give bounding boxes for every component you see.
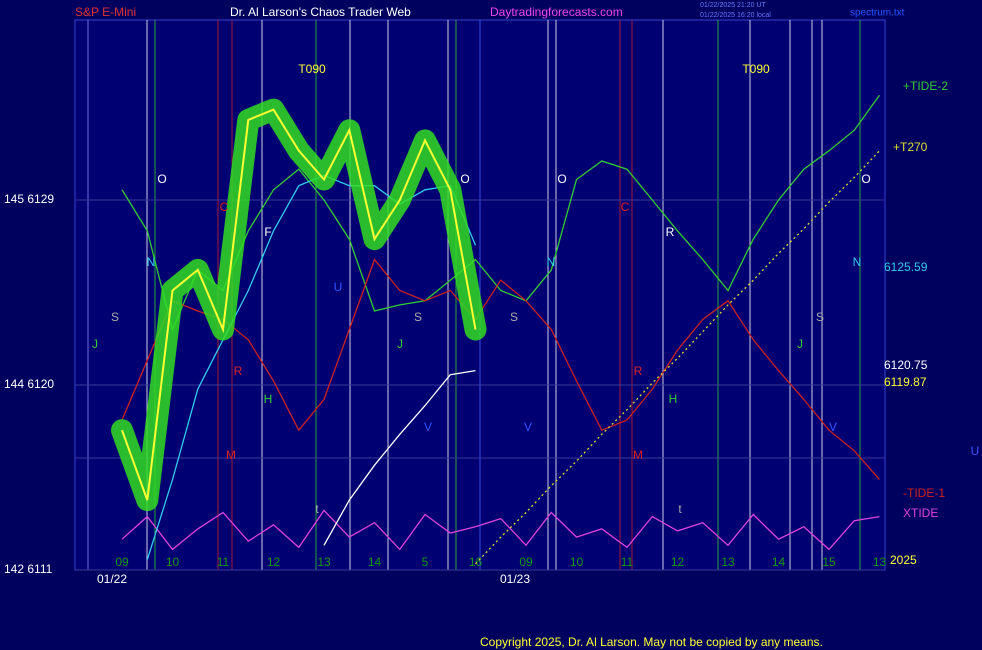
cycle-annotation: N [547, 255, 556, 269]
date-label: 01/23 [500, 572, 530, 586]
cycle-annotation: R [634, 364, 643, 378]
cycle-annotation: T090 [298, 62, 326, 76]
cycle-annotation: R [234, 364, 243, 378]
x-tick-label: 11 [621, 555, 634, 569]
x-tick-label: 10 [570, 555, 584, 569]
series-line [121, 258, 880, 481]
instrument: S&P E-Mini [75, 5, 136, 19]
copyright: Copyright 2025, Dr. Al Larson. May not b… [480, 635, 823, 649]
x-tick-label: 13 [873, 555, 887, 569]
cycle-annotation: J [797, 337, 803, 351]
cycle-annotation: U [334, 280, 343, 294]
cycle-annotation: R [666, 225, 675, 239]
series-label: +TIDE-2 [903, 79, 948, 93]
date-label: 01/22 [97, 572, 127, 586]
series-label: -TIDE-1 [903, 486, 945, 500]
cycle-annotation: N [853, 255, 862, 269]
file-name: spectrum.txt [850, 8, 905, 19]
series-line [121, 94, 881, 332]
year-label: 2025 [890, 553, 917, 567]
timestamp: 01/22/2025 16:20 local [700, 12, 771, 19]
x-tick-label: 15 [822, 555, 836, 569]
cycle-annotation: O [557, 172, 566, 186]
cycle-annotation: O [157, 172, 166, 186]
series-line [121, 108, 477, 501]
cycle-annotation: C [220, 200, 229, 214]
x-tick-label: 10 [166, 555, 180, 569]
cycle-annotation: T090 [742, 62, 770, 76]
cycle-annotation: J [92, 337, 98, 351]
x-tick-label: 09 [115, 555, 129, 569]
chart-title: Dr. Al Larson's Chaos Trader Web [230, 5, 411, 19]
cycle-annotation: S [510, 310, 518, 324]
y-tick-label: 142 6111 [4, 562, 53, 576]
cycle-annotation: M [226, 448, 236, 462]
cycle-annotation: S [816, 310, 824, 324]
cycle-annotation: C [621, 200, 630, 214]
timestamp: 01/22/2025 21:20 UT [700, 2, 766, 9]
cycle-annotation: O [861, 172, 870, 186]
x-tick-label: 11 [217, 555, 230, 569]
cycle-annotation: F [264, 225, 271, 239]
x-tick-label: 13 [317, 555, 331, 569]
x-tick-label: 09 [519, 555, 533, 569]
series-line [475, 150, 880, 565]
y-tick-label: 144 6120 [4, 377, 54, 391]
cycle-annotation: N [147, 255, 156, 269]
cycle-annotation: H [264, 392, 273, 406]
cycle-annotation: V [829, 420, 837, 434]
x-tick-label: 13 [721, 555, 735, 569]
price-label: 6120.75 [884, 358, 928, 372]
series-label: +T270 [893, 140, 928, 154]
cycle-annotation: S [414, 310, 422, 324]
cycle-annotation: V [424, 420, 432, 434]
series-label: XTIDE [903, 506, 938, 520]
cycle-annotation: H [669, 392, 678, 406]
x-tick-label: 16 [469, 555, 483, 569]
cycle-annotation: S [111, 310, 119, 324]
x-tick-label: 12 [671, 555, 685, 569]
cycle-annotation: V [524, 420, 532, 434]
cycle-annotation: t [315, 502, 319, 516]
x-tick-label: 5 [422, 555, 429, 569]
x-tick-label: 14 [368, 555, 382, 569]
site: Daytradingforecasts.com [490, 5, 623, 19]
series-line [323, 369, 476, 546]
cycle-annotation: U [971, 444, 980, 458]
price-label: 6125.59 [884, 260, 928, 274]
price-label: 6119.87 [884, 375, 927, 389]
y-tick-label: 145 6129 [4, 192, 54, 206]
x-tick-label: 12 [267, 555, 281, 569]
cycle-annotation: M [633, 448, 643, 462]
cycle-annotation: O [460, 172, 469, 186]
cycle-annotation: t [678, 502, 682, 516]
x-tick-label: 14 [772, 555, 786, 569]
series-line [121, 509, 880, 551]
cycle-annotation: J [397, 337, 403, 351]
